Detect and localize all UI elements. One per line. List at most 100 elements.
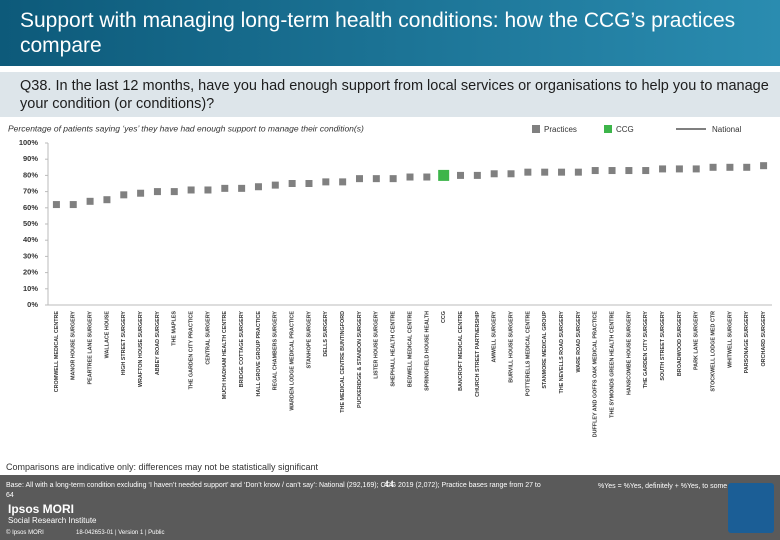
x-tick-label: HIGH STREET SURGERY: [121, 311, 127, 376]
point: [709, 163, 717, 171]
x-tick-label: SHEPHALL HEALTH CENTRE: [391, 311, 397, 387]
x-tick-label: BANCROFT MEDICAL CENTRE: [458, 311, 464, 391]
x-tick-label: HALL GROVE GROUP PRACTICE: [256, 311, 262, 397]
point: [288, 180, 296, 187]
title: Support with managing long-term health c…: [20, 9, 736, 57]
x-tick-label: STANHOPE SURGERY: [306, 311, 312, 369]
x-tick-label: ABBEY ROAD SURGERY: [155, 311, 161, 376]
x-tick-label: CCG: [441, 311, 447, 323]
point: [743, 163, 751, 171]
x-tick-label: HANSCOMBE HOUSE SURGERY: [626, 311, 632, 395]
x-tick-label: THE MEDICAL CENTRE BUNTINGFORD: [340, 311, 346, 413]
brand: Ipsos MORI: [8, 502, 75, 516]
point: [187, 186, 195, 194]
point: [103, 196, 111, 204]
point: [625, 167, 633, 175]
x-tick-label: PARSONAGE SURGERY: [744, 311, 750, 374]
x-tick-label: SPRINGFIELD HOUSE HEALTH: [424, 311, 430, 391]
point: [457, 171, 465, 179]
point: [423, 173, 431, 181]
point: [355, 175, 363, 183]
x-tick-label: DUFFLEY AND GOFFS OAK MEDICAL PRACTICE: [593, 311, 599, 438]
legend-label: CCG: [616, 125, 634, 134]
point: [524, 168, 532, 176]
point: [675, 165, 683, 173]
question: Q38. In the last 12 months, have you had…: [20, 78, 769, 112]
point: [574, 168, 582, 176]
x-tick-label: PEARTREE LANE SURGERY: [88, 311, 94, 385]
point: [726, 163, 734, 171]
x-tick-label: MANOR HOUSE SURGERY: [71, 311, 77, 380]
point: [558, 168, 566, 176]
y-tick-label: 100%: [19, 138, 39, 147]
chart: Percentage of patients saying ‘yes’ they…: [8, 123, 772, 438]
x-tick-label: THE GARDEN CITY PRACTICE: [189, 311, 195, 390]
x-tick-label: THE GARDEN CITY SURGERY: [643, 311, 649, 389]
y-tick-label: 20%: [23, 268, 38, 277]
x-tick-label: ORCHARD SURGERY: [761, 311, 767, 367]
x-tick-label: MUCH HADHAM HEALTH CENTRE: [222, 311, 228, 400]
x-tick-label: LISTER HOUSE SURGERY: [374, 311, 380, 379]
question-band: Q38. In the last 12 months, have you had…: [0, 72, 780, 117]
x-tick-label: PARK LANE SURGERY: [694, 311, 700, 370]
y-tick-label: 0%: [27, 300, 38, 309]
y-tick-label: 80%: [23, 170, 38, 179]
x-tick-label: PUCKERIDGE & STANDON SURGERY: [357, 311, 363, 408]
point: [541, 168, 549, 176]
point: [305, 180, 313, 187]
x-tick-label: CENTRAL SURGERY: [205, 311, 211, 365]
y-tick-label: 30%: [23, 251, 38, 260]
point: [254, 183, 262, 191]
point: [170, 188, 178, 196]
point: [642, 167, 650, 175]
copyright: © Ipsos MORI: [6, 530, 44, 536]
point: [52, 201, 60, 209]
point: [271, 181, 279, 189]
x-tick-label: BROADWOOD SURGERY: [677, 311, 683, 376]
x-tick-label: BURVILL HOUSE SURGERY: [508, 311, 514, 383]
x-tick-label: CHURCH STREET PARTNERSHIP: [475, 311, 481, 397]
point: [608, 167, 616, 175]
point: [591, 167, 599, 175]
x-tick-label: SOUTH STREET SURGERY: [660, 311, 666, 381]
point: [322, 178, 330, 186]
base-text: Base: All with a long-term condition exc…: [6, 482, 541, 499]
y-tick-label: 10%: [23, 284, 38, 293]
legend-label: National: [712, 125, 742, 134]
x-tick-label: CROMWELL MEDICAL CENTRE: [54, 311, 60, 393]
legend-swatch: [532, 125, 540, 133]
point: [221, 184, 229, 192]
point: [69, 201, 77, 209]
point: [86, 197, 94, 205]
x-tick-label: WARDEN LODGE MEDICAL PRACTICE: [290, 311, 296, 411]
institute: Social Research Institute: [8, 516, 97, 525]
x-tick-label: THE MAPLES: [172, 311, 178, 346]
legend-swatch: [604, 125, 612, 133]
x-tick-label: STANMORE MEDICAL GROUP: [542, 311, 548, 389]
y-tick-label: 70%: [23, 187, 38, 196]
page-number: 44: [384, 479, 395, 489]
y-tick-label: 50%: [23, 219, 38, 228]
x-tick-label: WRAFTON HOUSE SURGERY: [138, 311, 144, 387]
point: [372, 175, 380, 183]
point: [406, 173, 414, 181]
title-band: Support with managing long-term health c…: [0, 0, 780, 66]
note: Comparisons are indicative only: differe…: [6, 462, 318, 472]
point: [238, 184, 246, 192]
x-tick-label: WALLACE HOUSE: [104, 311, 110, 359]
x-tick-label: THE SYMONDS GREEN HEALTH CENTRE: [609, 311, 615, 418]
x-tick-label: WARE ROAD SURGERY: [576, 311, 582, 373]
point: [760, 162, 768, 170]
x-tick-label: WHITWELL SURGERY: [727, 311, 733, 368]
point: [659, 165, 667, 173]
x-tick-label: REGAL CHAMBERS SURGERY: [273, 311, 279, 391]
chart-subtitle: Percentage of patients saying ‘yes’ they…: [8, 123, 364, 133]
point: [153, 188, 161, 196]
x-tick-label: STOCKWELL LODGE MED CTR: [710, 311, 716, 392]
point: [339, 178, 347, 186]
point: [473, 171, 481, 179]
footer: Base: All with a long-term condition exc…: [0, 475, 780, 540]
x-tick-label: DELLS SURGERY: [323, 311, 329, 357]
y-tick-label: 90%: [23, 154, 38, 163]
